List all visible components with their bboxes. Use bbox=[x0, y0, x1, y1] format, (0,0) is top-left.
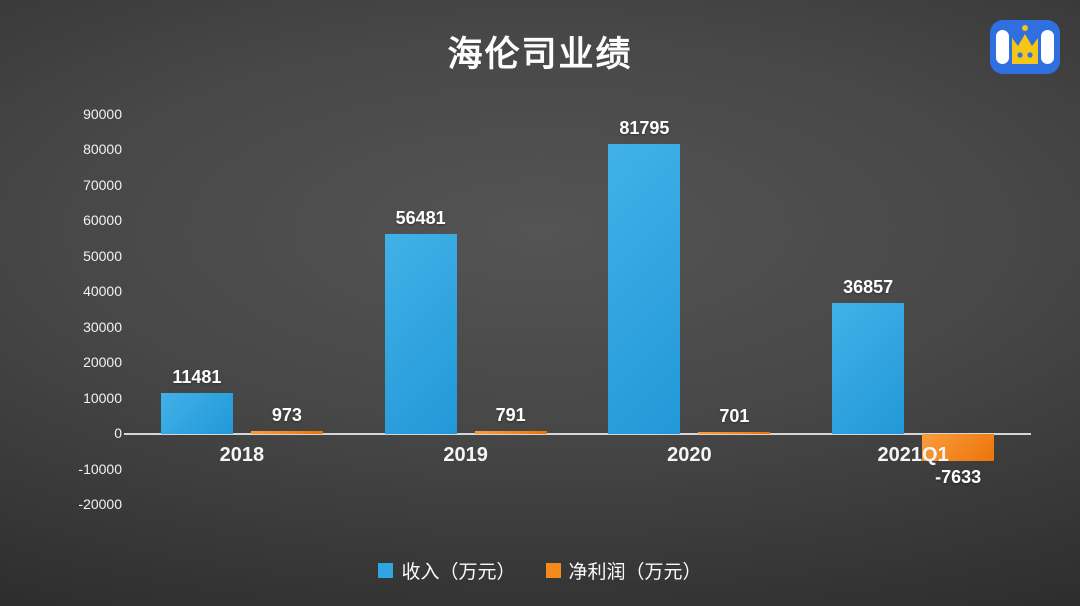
value-label: 701 bbox=[719, 405, 750, 426]
bar-revenue bbox=[608, 144, 681, 435]
category-label: 2019 bbox=[443, 444, 488, 467]
value-label: 56481 bbox=[395, 207, 446, 228]
legend-label: 收入（万元） bbox=[401, 562, 516, 583]
y-tick-label: -20000 bbox=[78, 496, 122, 512]
y-tick-label: 80000 bbox=[83, 141, 122, 158]
legend-item-profit: 净利润（万元） bbox=[545, 557, 702, 584]
bar-revenue bbox=[832, 303, 905, 435]
legend-item-revenue: 收入（万元） bbox=[378, 557, 516, 584]
category-label: 2018 bbox=[219, 444, 265, 467]
chart-legend: 收入（万元） 净利润（万元） bbox=[0, 557, 1080, 584]
legend-swatch-revenue bbox=[378, 563, 394, 578]
bar-profit bbox=[474, 431, 547, 435]
value-label: 11481 bbox=[172, 367, 222, 388]
y-tick-label: 60000 bbox=[83, 212, 122, 229]
value-label: 36857 bbox=[843, 277, 894, 298]
bar-revenue bbox=[384, 233, 457, 435]
page-title: 海伦司业绩 bbox=[447, 35, 633, 74]
category-label: 2020 bbox=[667, 444, 712, 467]
legend-label: 净利润（万元） bbox=[568, 562, 702, 583]
category-label: 2021Q1 bbox=[877, 444, 949, 467]
bar-chart: 90000 80000 70000 60000 50000 40000 30000 20000… bbox=[0, 106, 1080, 512]
y-tick-label: 50000 bbox=[83, 247, 122, 264]
legend-swatch-profit bbox=[545, 563, 561, 578]
bar-profit bbox=[250, 430, 323, 435]
bar-profit bbox=[698, 431, 771, 435]
y-tick-label: -10000 bbox=[78, 460, 122, 477]
value-label: 791 bbox=[495, 405, 526, 426]
value-label: 81795 bbox=[619, 118, 670, 139]
x-axis-line bbox=[124, 433, 1031, 436]
y-tick-label: 90000 bbox=[83, 106, 122, 122]
value-label: -7633 bbox=[935, 467, 982, 488]
brand-logo-icon bbox=[990, 20, 1060, 74]
bar-profit bbox=[922, 434, 995, 462]
bar-revenue bbox=[160, 393, 233, 435]
value-label: 973 bbox=[271, 404, 302, 425]
y-tick-label: 40000 bbox=[83, 283, 122, 300]
y-tick-label: 10000 bbox=[83, 389, 122, 406]
y-tick-label: 30000 bbox=[83, 318, 122, 335]
y-tick-label: 0 bbox=[114, 425, 122, 442]
y-tick-label: 20000 bbox=[83, 354, 122, 371]
y-tick-label: 70000 bbox=[83, 176, 122, 193]
